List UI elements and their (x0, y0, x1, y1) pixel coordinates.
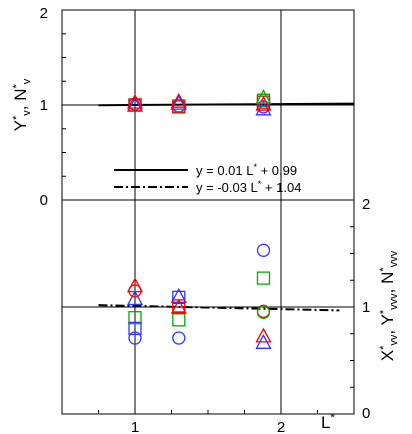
data-point-circle (128, 331, 142, 345)
data-point-square (256, 271, 271, 285)
data-point-circle (256, 305, 271, 320)
legend-label-1: y = 0.01 L* + 0.99 (196, 162, 297, 178)
y-tick-label-lower: 1 (362, 299, 370, 316)
y-tick-label-lower: 2 (362, 196, 370, 213)
x-tick-label: 1 (131, 419, 139, 434)
fit-line-dash-dot (98, 304, 340, 312)
data-point-circle (256, 243, 271, 257)
y-tick-label-lower: 0 (362, 405, 370, 422)
data-point-triangle (126, 290, 144, 306)
data-point-triangle (255, 89, 272, 105)
y-axis-label-lower: X*vv, Y*vvv, N*vvv (378, 250, 400, 361)
data-point-square (128, 98, 142, 112)
data-marks (126, 89, 272, 349)
data-point-square (172, 290, 186, 305)
plot-frame (61, 9, 355, 415)
data-point-triangle (170, 287, 187, 303)
data-point-triangle (126, 93, 144, 109)
data-point-triangle (170, 94, 187, 110)
data-point-triangle (170, 298, 187, 314)
grid (62, 10, 354, 414)
y-tick-label-upper: 0 (40, 192, 48, 209)
legend: y = 0.01 L* + 0.99 y = -0.03 L* + 1.04 (114, 162, 301, 195)
legend-label-2: y = -0.03 L* + 1.04 (196, 179, 301, 195)
data-point-square (172, 313, 186, 327)
data-point-square (128, 311, 142, 325)
y-tick-label-upper: 2 (40, 5, 48, 22)
tick-labels: 2 1 0 2 1 0 1 2 (40, 5, 371, 434)
x-axis-label: L* (321, 412, 335, 432)
data-point-triangle (255, 327, 272, 343)
data-point-circle (172, 331, 186, 345)
data-point-square (128, 321, 142, 336)
data-point-triangle (255, 333, 272, 349)
data-point-square (172, 100, 186, 114)
data-point-square (172, 299, 186, 313)
x-tick-label: 2 (277, 419, 285, 434)
data-point-circle (128, 284, 142, 298)
fit-lines (98, 102, 355, 312)
y-tick-label-upper: 1 (40, 97, 48, 114)
y-axis-label-upper: Y*v, N*v (11, 78, 33, 131)
